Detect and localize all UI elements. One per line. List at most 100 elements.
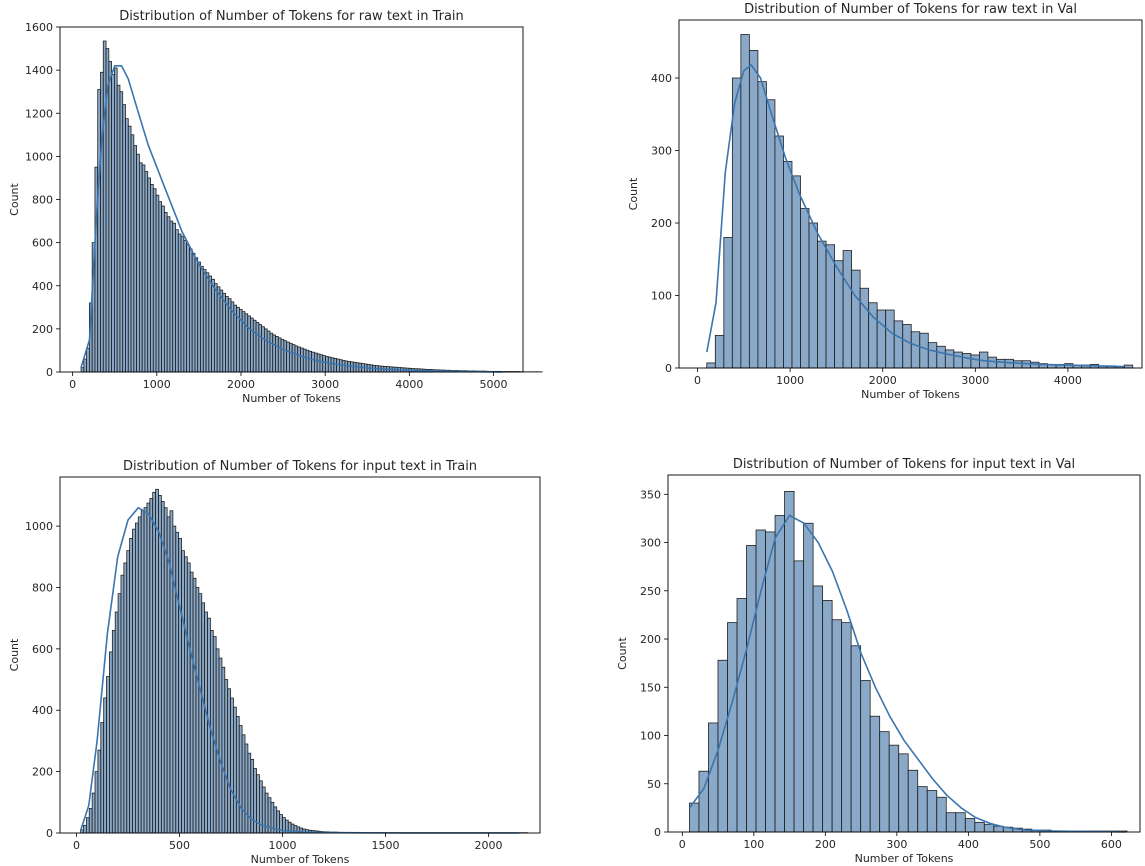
histogram-bar bbox=[224, 679, 229, 834]
histogram-bar bbox=[134, 522, 139, 834]
x-tick-label: 3000 bbox=[311, 378, 339, 391]
y-tick-label: 0 bbox=[665, 362, 672, 375]
histogram-bar bbox=[879, 731, 890, 833]
histogram-bar bbox=[927, 342, 938, 369]
histogram-bar bbox=[113, 67, 118, 373]
histogram-bar bbox=[227, 688, 231, 834]
y-tick-label: 200 bbox=[32, 323, 53, 336]
histogram-bar bbox=[834, 260, 844, 369]
x-tick-label: 500 bbox=[169, 839, 190, 852]
histogram-bar bbox=[144, 171, 149, 373]
histogram-bar bbox=[143, 507, 148, 834]
y-tick-label: 200 bbox=[651, 217, 672, 230]
histogram-bar bbox=[233, 706, 237, 834]
x-axis-label: Number of Tokens bbox=[251, 853, 350, 866]
histogram-bar bbox=[727, 622, 738, 833]
histogram-bar bbox=[708, 722, 719, 833]
chart-input-val: 0 100 200 300 400 500 600 0 50 100 150 200 250 300 350… bbox=[616, 457, 1141, 865]
y-tick-label: 800 bbox=[32, 581, 53, 594]
histogram-bar bbox=[129, 537, 133, 834]
histogram-bar bbox=[288, 342, 293, 373]
histogram-bar bbox=[689, 802, 700, 833]
histogram-bar bbox=[247, 752, 252, 834]
histogram-bar bbox=[138, 162, 143, 373]
histogram-bar bbox=[319, 354, 324, 373]
histogram-bar bbox=[876, 309, 887, 369]
histogram-bar bbox=[902, 324, 912, 369]
histogram-bar bbox=[714, 334, 725, 369]
chart-raw-val: 0 1000 2000 3000 4000 0 100 200 300 400 Distributi… bbox=[627, 2, 1143, 401]
histogram-bar bbox=[83, 824, 87, 834]
histogram-bar bbox=[277, 337, 282, 373]
x-tick-label: 0 bbox=[73, 839, 80, 852]
histogram-bar bbox=[774, 135, 784, 369]
y-tick-label: 1000 bbox=[25, 520, 53, 533]
histogram-bar bbox=[325, 356, 329, 373]
y-tick-label: 100 bbox=[651, 290, 672, 303]
histogram-bar bbox=[80, 367, 85, 373]
x-tick-label: 5000 bbox=[480, 378, 508, 391]
y-tick-label: 400 bbox=[32, 704, 53, 717]
y-tick-label: 200 bbox=[640, 633, 661, 646]
x-tick-label: 2000 bbox=[869, 374, 897, 387]
histogram-bar bbox=[808, 222, 818, 369]
x-tick-label: 500 bbox=[1029, 838, 1050, 851]
y-tick-label: 100 bbox=[640, 730, 661, 743]
histogram-bar bbox=[765, 531, 776, 833]
histogram-bar bbox=[812, 585, 824, 833]
histogram-bar bbox=[119, 91, 124, 373]
histogram-bar bbox=[83, 358, 87, 373]
histogram-bar bbox=[300, 347, 304, 373]
histogram-bar bbox=[123, 562, 128, 834]
histogram-bar bbox=[85, 817, 90, 834]
histogram-bar bbox=[302, 348, 307, 373]
histogram-bar bbox=[961, 353, 972, 369]
histogram-bar bbox=[919, 332, 929, 369]
histogram-bar bbox=[774, 515, 785, 833]
histogram-bar bbox=[198, 593, 203, 834]
histogram-bar bbox=[238, 725, 243, 834]
histogram-bar bbox=[181, 550, 185, 834]
histogram-bar bbox=[333, 358, 338, 373]
histogram-bar bbox=[294, 345, 299, 373]
histogram-bar bbox=[269, 332, 274, 373]
histogram-bar bbox=[244, 743, 249, 834]
histogram-bar bbox=[859, 287, 870, 369]
histogram-bar bbox=[996, 358, 1006, 369]
histogram-bar bbox=[108, 61, 113, 373]
histogram-bar bbox=[125, 118, 129, 373]
histogram-bar bbox=[222, 292, 226, 373]
histogram-bar bbox=[831, 619, 843, 833]
histogram-bar bbox=[793, 560, 804, 833]
histogram-bar bbox=[94, 771, 99, 834]
histogram-bar bbox=[186, 244, 190, 373]
x-axis-label: Number of Tokens bbox=[861, 388, 960, 401]
histogram-bar bbox=[130, 134, 135, 373]
histogram-bar bbox=[723, 237, 733, 369]
histogram-bar bbox=[336, 358, 340, 373]
histogram-bar bbox=[800, 208, 810, 369]
histogram-bar bbox=[327, 356, 332, 373]
histogram-bar bbox=[791, 175, 801, 369]
histogram-bar bbox=[755, 529, 766, 833]
y-tick-label: 300 bbox=[651, 145, 672, 158]
histogram-bar bbox=[147, 177, 151, 373]
histogram-bar bbox=[152, 491, 156, 834]
histogram-bar bbox=[746, 545, 757, 833]
histogram-bar bbox=[195, 587, 200, 834]
histogram-bar bbox=[885, 309, 895, 369]
x-tick-label: 300 bbox=[886, 838, 907, 851]
histogram-bar bbox=[241, 311, 246, 373]
histogram-bar bbox=[109, 651, 113, 834]
histogram-bar bbox=[201, 602, 206, 834]
histogram-bar bbox=[258, 324, 263, 373]
histogram-bar bbox=[917, 786, 928, 833]
x-tick-label: 0 bbox=[69, 378, 76, 391]
y-axis-label: Count bbox=[8, 182, 21, 215]
histogram-bar bbox=[146, 502, 151, 834]
histogram-bar bbox=[783, 160, 793, 369]
histogram-bar bbox=[150, 184, 154, 373]
x-tick-label: 3000 bbox=[961, 374, 989, 387]
x-tick-label: 2000 bbox=[227, 378, 255, 391]
y-tick-label: 600 bbox=[32, 643, 53, 656]
